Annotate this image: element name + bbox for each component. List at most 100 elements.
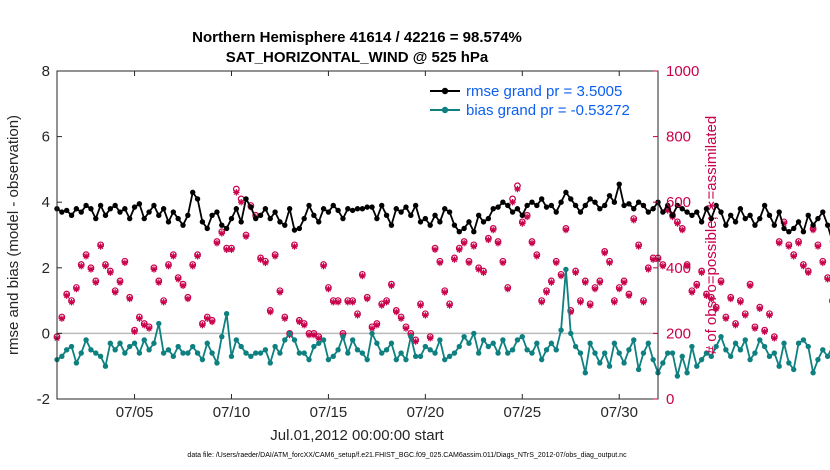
rmse-point	[505, 202, 511, 209]
obs-assimilated-point	[562, 226, 570, 234]
right-y-tick-label: 600	[666, 194, 691, 211]
bias-point	[703, 350, 710, 356]
obs-assimilated-point	[436, 259, 444, 267]
rmse-point	[122, 206, 128, 212]
obs-assimilated-point	[315, 335, 322, 342]
obs-assimilated-point	[174, 276, 182, 283]
left-y-tick-label: 8	[42, 63, 50, 80]
legend-bias-marker	[441, 106, 449, 114]
bias-point	[277, 350, 283, 356]
rmse-point	[102, 212, 109, 219]
obs-assimilated-point	[460, 240, 468, 247]
rmse-point	[771, 222, 778, 228]
obs-assimilated-point	[819, 259, 826, 267]
bias-point	[214, 360, 220, 366]
bias-point	[480, 337, 487, 343]
obs-assimilated-point	[775, 240, 783, 247]
rmse-point	[684, 209, 690, 215]
obs-assimilated-point	[257, 256, 264, 263]
rmse-point	[587, 196, 593, 202]
rmse-point	[606, 192, 613, 199]
bias-point	[170, 353, 177, 360]
bias-point	[160, 350, 167, 356]
rmse-point	[679, 206, 685, 212]
obs-assimilated-point	[271, 253, 279, 260]
bias-point	[156, 320, 162, 327]
rmse-point	[529, 199, 535, 205]
rmse-point	[146, 209, 152, 215]
rmse-point	[286, 206, 293, 212]
bias-point	[219, 333, 225, 340]
obs-assimilated-point	[97, 243, 104, 250]
plot-frame	[56, 70, 659, 400]
bias-point	[209, 350, 215, 356]
obs-assimilated-point	[809, 226, 817, 234]
bias-point	[330, 353, 336, 360]
rmse-point	[723, 222, 729, 228]
obs-assimilated-point	[349, 299, 356, 306]
rmse-point	[107, 206, 114, 212]
bias-point	[728, 353, 734, 360]
bias-point	[514, 337, 521, 343]
rmse-point	[408, 212, 414, 219]
rmse-point	[519, 212, 525, 219]
rmse-point	[509, 209, 516, 215]
bias-point	[800, 337, 807, 343]
bias-point	[776, 363, 782, 369]
obs-assimilated-point	[305, 331, 313, 339]
rmse-point	[747, 212, 753, 219]
obs-assimilated-point	[126, 295, 133, 303]
obs-assimilated-point	[204, 315, 211, 322]
bias-point	[88, 347, 94, 353]
obs-assimilated-point	[160, 299, 167, 306]
rmse-point	[383, 212, 390, 219]
rmse-point	[718, 209, 724, 215]
bias-point	[408, 333, 414, 340]
bias-point	[68, 343, 75, 350]
rmse-point	[471, 229, 477, 235]
obs-assimilated-point	[727, 295, 734, 303]
rmse-point	[127, 215, 133, 222]
bias-point	[640, 350, 647, 356]
x-tick-label: 07/15	[310, 404, 348, 421]
rmse-point	[388, 222, 395, 228]
rmse-point	[626, 201, 632, 207]
rmse-point	[296, 225, 303, 232]
bias-point	[102, 363, 109, 369]
bias-point	[412, 353, 419, 360]
bias-point	[669, 350, 676, 356]
rmse-point	[330, 202, 336, 209]
bias-point	[257, 350, 264, 356]
rmse-point	[136, 201, 143, 207]
obs-assimilated-point	[523, 213, 531, 221]
obs-assimilated-point	[320, 262, 327, 270]
rmse-point	[349, 207, 356, 214]
rmse-point	[786, 229, 792, 235]
obs-assimilated-point	[514, 185, 521, 193]
obs-assimilated-point	[742, 312, 749, 319]
rmse-point	[214, 209, 220, 215]
obs-assimilated-point	[557, 272, 565, 280]
rmse-point	[582, 202, 588, 209]
obs-assimilated-point	[766, 312, 773, 319]
bias-point	[228, 353, 235, 360]
obs-assimilated-point	[194, 253, 201, 260]
rmse-point	[277, 219, 283, 225]
bias-point	[664, 350, 671, 356]
rmse-point	[417, 219, 424, 225]
obs-assimilated-point	[78, 262, 85, 270]
obs-assimilated-point	[805, 269, 812, 276]
bias-point	[335, 347, 341, 353]
bias-point	[708, 353, 715, 360]
obs-assimilated-point	[591, 285, 599, 293]
rmse-point	[737, 206, 744, 212]
bias-point	[451, 350, 458, 356]
rmse-point	[233, 206, 240, 212]
rmse-point	[165, 219, 172, 225]
rmse-point	[219, 222, 225, 228]
obs-assimilated-point	[102, 262, 109, 270]
rmse-point	[282, 222, 288, 228]
rmse-point	[664, 202, 671, 209]
bias-point	[568, 330, 574, 337]
rmse-point	[379, 202, 385, 209]
